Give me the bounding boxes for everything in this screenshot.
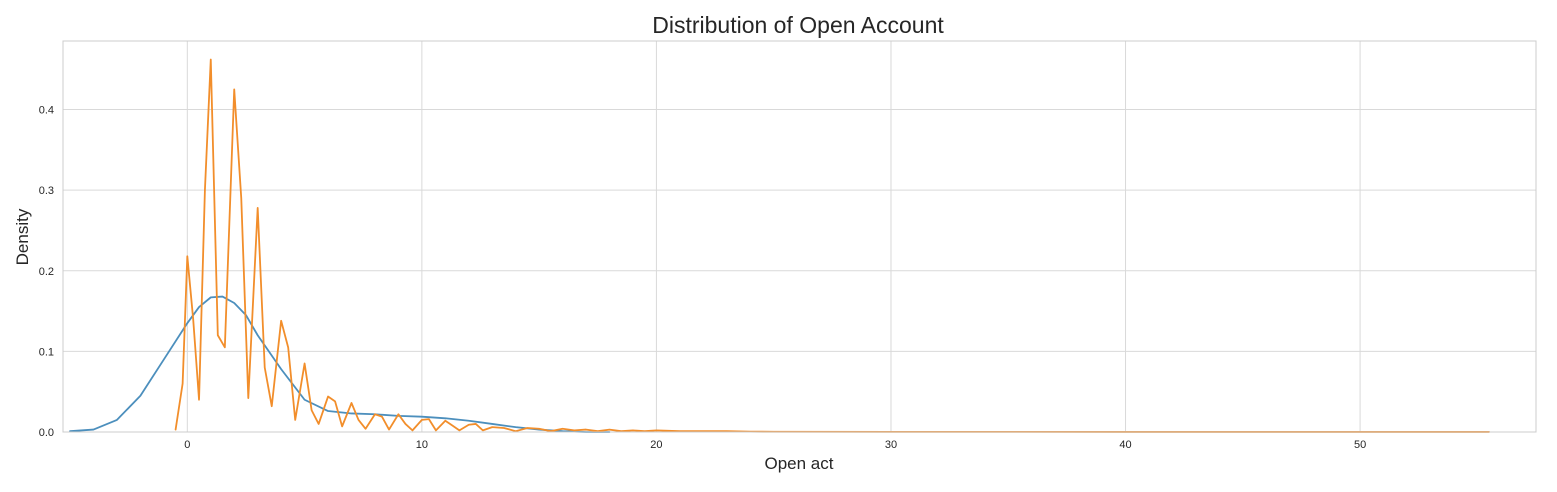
y-tick-label: 0.0 [39, 427, 54, 439]
chart-title: Distribution of Open Account [652, 12, 944, 38]
x-axis-label: Open act [765, 454, 834, 473]
histogram-density-line [174, 58, 1490, 433]
series-lines [69, 58, 1490, 433]
x-tick-label: 10 [416, 439, 428, 451]
x-tick-label: 0 [184, 439, 190, 451]
y-tick-label: 0.1 [39, 346, 54, 358]
y-tick-label: 0.4 [39, 105, 54, 117]
plot-frame [62, 40, 1537, 433]
x-tick-label: 20 [650, 439, 662, 451]
tick-labels: 0 10 20 30 40 50 0.0 0.1 0.2 0.3 0.4 [39, 105, 1367, 451]
x-tick-label: 40 [1119, 439, 1131, 451]
x-tick-label: 30 [885, 439, 897, 451]
y-tick-label: 0.3 [39, 185, 54, 197]
kde-line [69, 295, 611, 433]
y-tick-label: 0.2 [39, 266, 54, 278]
x-tick-label: 50 [1354, 439, 1366, 451]
y-axis-label: Density [13, 208, 32, 265]
